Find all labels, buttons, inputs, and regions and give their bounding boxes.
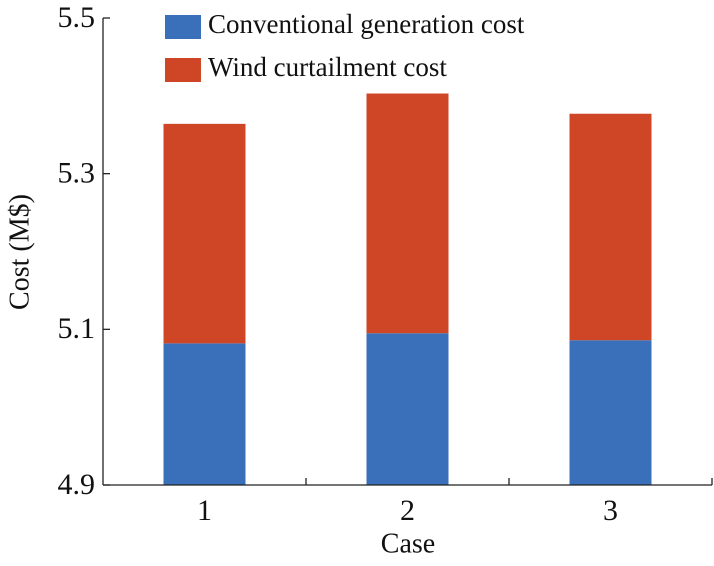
y-tick-label: 5.1 bbox=[58, 312, 96, 345]
y-tick-label: 5.5 bbox=[58, 1, 96, 34]
bar-segment bbox=[163, 123, 246, 344]
x-tick-label: 1 bbox=[197, 494, 212, 527]
bar-segment bbox=[366, 93, 449, 334]
bar-segment bbox=[569, 340, 652, 485]
x-tick-label: 2 bbox=[400, 494, 415, 527]
legend-label: Wind curtailment cost bbox=[208, 52, 447, 82]
bar-segment bbox=[569, 113, 652, 341]
legend-swatch bbox=[165, 58, 201, 82]
y-axis-label: Cost (M$) bbox=[4, 194, 35, 310]
y-tick-label: 5.3 bbox=[58, 157, 96, 190]
x-tick-label: 3 bbox=[603, 494, 618, 527]
y-tick-label: 4.9 bbox=[58, 468, 96, 501]
bar-segment bbox=[366, 333, 449, 485]
x-axis-label: Case bbox=[381, 528, 435, 559]
legend-label: Conventional generation cost bbox=[208, 9, 525, 39]
bar-segment bbox=[163, 343, 246, 485]
legend-swatch bbox=[165, 15, 201, 39]
